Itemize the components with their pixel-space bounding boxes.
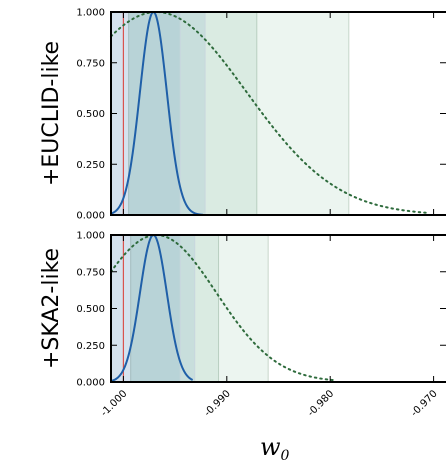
y-tick-label: 0.000: [76, 211, 105, 222]
y-tick-label: 0.750: [76, 58, 105, 69]
y-tick-label: 0.250: [76, 341, 105, 352]
band-solid-0: [110, 234, 196, 383]
x-tick-label: -0.970: [409, 388, 440, 419]
x-tick-label: -1.000: [99, 388, 130, 419]
band-dotted-0: [128, 11, 258, 216]
x-tick-label: -0.980: [306, 388, 337, 419]
panel-label: +EUCLID-like: [39, 41, 64, 186]
y-tick-label: 0.750: [76, 267, 105, 278]
panel-ska2: 0.000 0.250 0.500 0.750 1.000 +SKA2-like: [39, 231, 446, 389]
y-tick-label: 0.250: [76, 160, 105, 171]
y-tick-label: 0.000: [76, 378, 105, 389]
y-tick-label: 0.500: [76, 109, 105, 120]
panel-label: +SKA2-like: [39, 248, 64, 369]
y-tick-label: 0.500: [76, 304, 105, 315]
solid-curve: [110, 10, 204, 216]
y-tick-label: 1.000: [76, 8, 105, 19]
x-axis: -1.000 -0.990 -0.980 -0.970: [99, 388, 440, 419]
dotted-curve: [110, 234, 337, 382]
x-axis-title: w0: [260, 433, 290, 464]
band-dotted-1: [130, 234, 269, 383]
band-dotted-1: [128, 11, 350, 216]
x-tick-label: -0.990: [202, 388, 233, 419]
panel-euclid: 0.000 0.250 0.500 0.750 1.000 +EUCLID-like: [39, 8, 446, 222]
y-tick-label: 1.000: [76, 231, 105, 242]
